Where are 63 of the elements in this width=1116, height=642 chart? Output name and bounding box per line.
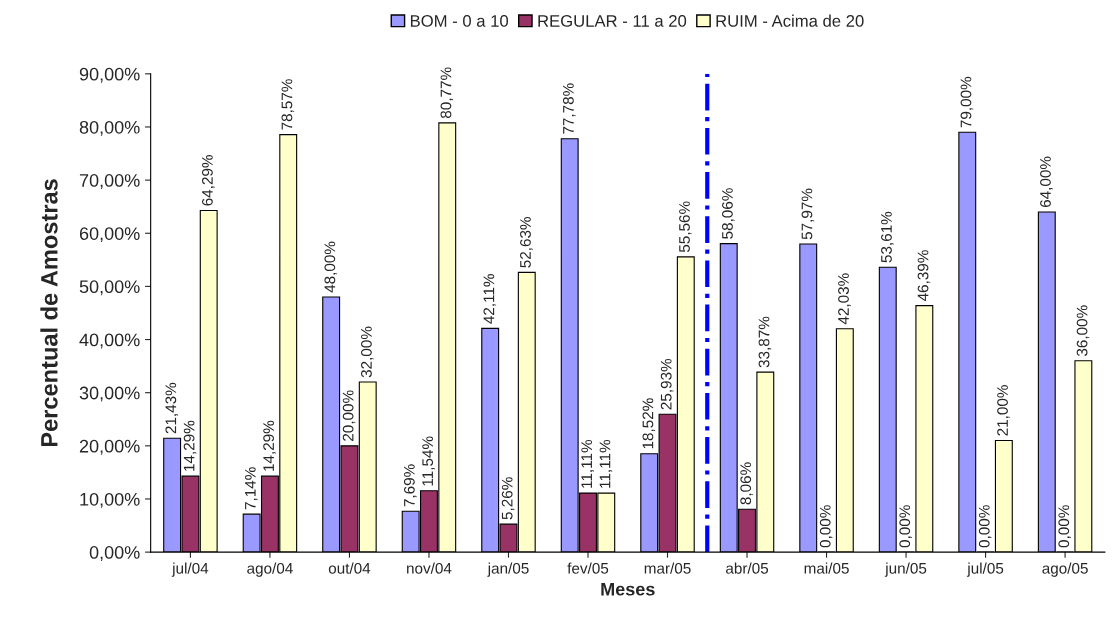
x-tick-label: jul/05 [966, 562, 1004, 577]
x-tick-label: abr/05 [726, 562, 769, 574]
x-tick-label: out/04 [328, 562, 371, 574]
data-label: 79,00% [960, 76, 974, 128]
data-label: 64,29% [201, 155, 215, 206]
data-label: 14,29% [183, 420, 197, 471]
legend-label: BOM - 0 a 10 [410, 15, 509, 27]
data-label: 8,06% [740, 462, 753, 505]
data-label: 55,56% [679, 201, 692, 253]
x-tick-label: fev/05 [567, 562, 609, 574]
data-label: 78,57% [281, 79, 295, 130]
data-label: 0,00% [899, 505, 912, 548]
data-label: 0,00% [1058, 505, 1071, 548]
data-label: 36,00% [1076, 305, 1090, 357]
data-label: 57,97% [801, 188, 815, 240]
x-tick-label: jan/05 [487, 562, 529, 577]
data-label: 21,00% [997, 385, 1010, 436]
y-tick-label: 20,00% [79, 439, 140, 455]
data-label: 32,00% [361, 326, 374, 378]
data-label: 25,93% [660, 358, 674, 410]
data-label: 52,63% [520, 216, 533, 268]
x-tick-label: mai/05 [804, 562, 849, 574]
y-axis-title: Percentual de Amostras [40, 179, 58, 447]
x-tick-label: nov/04 [407, 562, 452, 574]
x-tick-label: ago/05 [1042, 562, 1088, 577]
y-tick-label: 0,00% [89, 546, 140, 561]
data-label: 48,00% [324, 241, 338, 293]
x-tick-label: jul/04 [171, 562, 209, 577]
data-label: 42,03% [838, 273, 851, 325]
data-label: 7,14% [244, 467, 258, 510]
data-label: 11,11% [599, 439, 613, 488]
y-tick-label: 60,00% [79, 227, 140, 243]
y-tick-label: 70,00% [79, 174, 140, 189]
data-label: 18,52% [642, 398, 656, 449]
data-label: 42,11% [483, 274, 497, 324]
x-tick-label: ago/04 [247, 562, 293, 577]
data-label: 21,43% [165, 382, 179, 434]
data-label: 0,00% [819, 505, 833, 548]
data-label: 33,87% [758, 316, 772, 368]
y-tick-label: 10,00% [80, 492, 140, 508]
x-tick-label: jun/05 [884, 562, 927, 577]
legend-label: REGULAR - 11 a 20 [538, 15, 687, 27]
y-tick-label: 40,00% [79, 333, 140, 349]
data-label: 80,77% [440, 67, 454, 119]
legend-label: RUIM - Acima de 20 [716, 14, 864, 27]
y-tick-label: 50,00% [79, 280, 140, 296]
data-label: 0,00% [978, 505, 992, 548]
data-label: 58,06% [722, 188, 735, 239]
data-label: 7,69% [403, 464, 417, 507]
y-tick-label: 30,00% [79, 386, 140, 402]
data-label: 53,61% [881, 211, 894, 263]
data-label: 46,39% [917, 250, 931, 302]
data-label: 11,54% [422, 436, 435, 486]
data-label: 5,26% [501, 477, 515, 520]
data-label: 64,00% [1040, 156, 1053, 208]
y-tick-label: 90,00% [79, 67, 140, 83]
y-tick-label: 80,00% [79, 120, 140, 136]
data-label: 20,00% [342, 390, 356, 441]
data-label: 11,11% [581, 439, 594, 488]
x-tick-label: mar/05 [644, 562, 691, 574]
data-label: 77,78% [562, 83, 576, 134]
data-label: 14,29% [263, 420, 276, 471]
x-axis-title: Meses [601, 583, 655, 596]
